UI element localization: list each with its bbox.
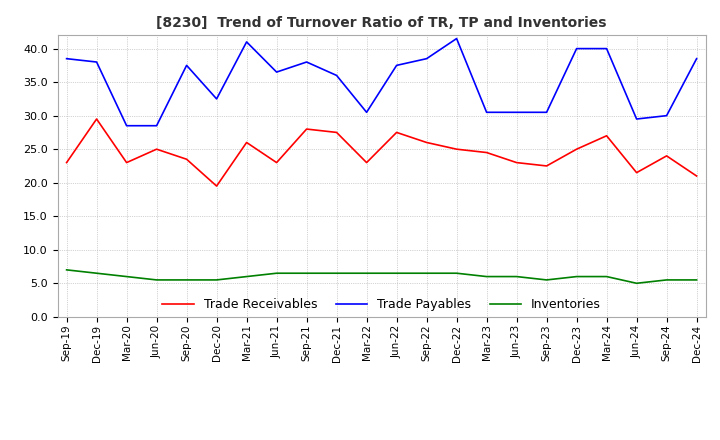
Inventories <box>513 274 521 279</box>
Trade Payables <box>272 70 281 75</box>
Legend: Trade Receivables, Trade Payables, Inventories: Trade Receivables, Trade Payables, Inven… <box>157 293 606 316</box>
Trade Payables <box>542 110 551 115</box>
Trade Receivables <box>572 147 581 152</box>
Line: Trade Payables: Trade Payables <box>66 39 697 126</box>
Trade Receivables <box>62 160 71 165</box>
Trade Receivables <box>92 116 101 121</box>
Trade Receivables <box>242 140 251 145</box>
Inventories <box>362 271 371 276</box>
Trade Payables <box>632 116 641 121</box>
Trade Payables <box>482 110 491 115</box>
Inventories <box>602 274 611 279</box>
Trade Receivables <box>362 160 371 165</box>
Inventories <box>122 274 131 279</box>
Inventories <box>662 277 671 282</box>
Trade Payables <box>422 56 431 61</box>
Trade Receivables <box>662 153 671 158</box>
Inventories <box>92 271 101 276</box>
Trade Payables <box>333 73 341 78</box>
Trade Receivables <box>482 150 491 155</box>
Trade Receivables <box>422 140 431 145</box>
Trade Payables <box>302 59 311 65</box>
Trade Payables <box>513 110 521 115</box>
Trade Payables <box>602 46 611 51</box>
Trade Receivables <box>513 160 521 165</box>
Trade Payables <box>62 56 71 61</box>
Trade Receivables <box>272 160 281 165</box>
Inventories <box>242 274 251 279</box>
Trade Payables <box>362 110 371 115</box>
Trade Receivables <box>302 126 311 132</box>
Line: Trade Receivables: Trade Receivables <box>66 119 697 186</box>
Trade Payables <box>693 56 701 61</box>
Trade Payables <box>153 123 161 128</box>
Inventories <box>182 277 191 282</box>
Trade Receivables <box>212 183 221 189</box>
Inventories <box>212 277 221 282</box>
Trade Receivables <box>693 173 701 179</box>
Title: [8230]  Trend of Turnover Ratio of TR, TP and Inventories: [8230] Trend of Turnover Ratio of TR, TP… <box>156 16 607 30</box>
Trade Receivables <box>632 170 641 175</box>
Inventories <box>333 271 341 276</box>
Inventories <box>632 281 641 286</box>
Inventories <box>302 271 311 276</box>
Line: Inventories: Inventories <box>66 270 697 283</box>
Inventories <box>62 267 71 272</box>
Trade Receivables <box>392 130 401 135</box>
Trade Receivables <box>602 133 611 139</box>
Trade Payables <box>242 39 251 44</box>
Trade Payables <box>122 123 131 128</box>
Inventories <box>272 271 281 276</box>
Inventories <box>452 271 461 276</box>
Trade Payables <box>392 63 401 68</box>
Trade Payables <box>452 36 461 41</box>
Inventories <box>422 271 431 276</box>
Inventories <box>482 274 491 279</box>
Inventories <box>572 274 581 279</box>
Trade Payables <box>92 59 101 65</box>
Trade Receivables <box>122 160 131 165</box>
Trade Receivables <box>153 147 161 152</box>
Trade Payables <box>662 113 671 118</box>
Inventories <box>392 271 401 276</box>
Trade Receivables <box>542 163 551 169</box>
Trade Payables <box>182 63 191 68</box>
Inventories <box>693 277 701 282</box>
Inventories <box>542 277 551 282</box>
Trade Receivables <box>452 147 461 152</box>
Inventories <box>153 277 161 282</box>
Trade Payables <box>572 46 581 51</box>
Trade Payables <box>212 96 221 102</box>
Trade Receivables <box>182 157 191 162</box>
Trade Receivables <box>333 130 341 135</box>
